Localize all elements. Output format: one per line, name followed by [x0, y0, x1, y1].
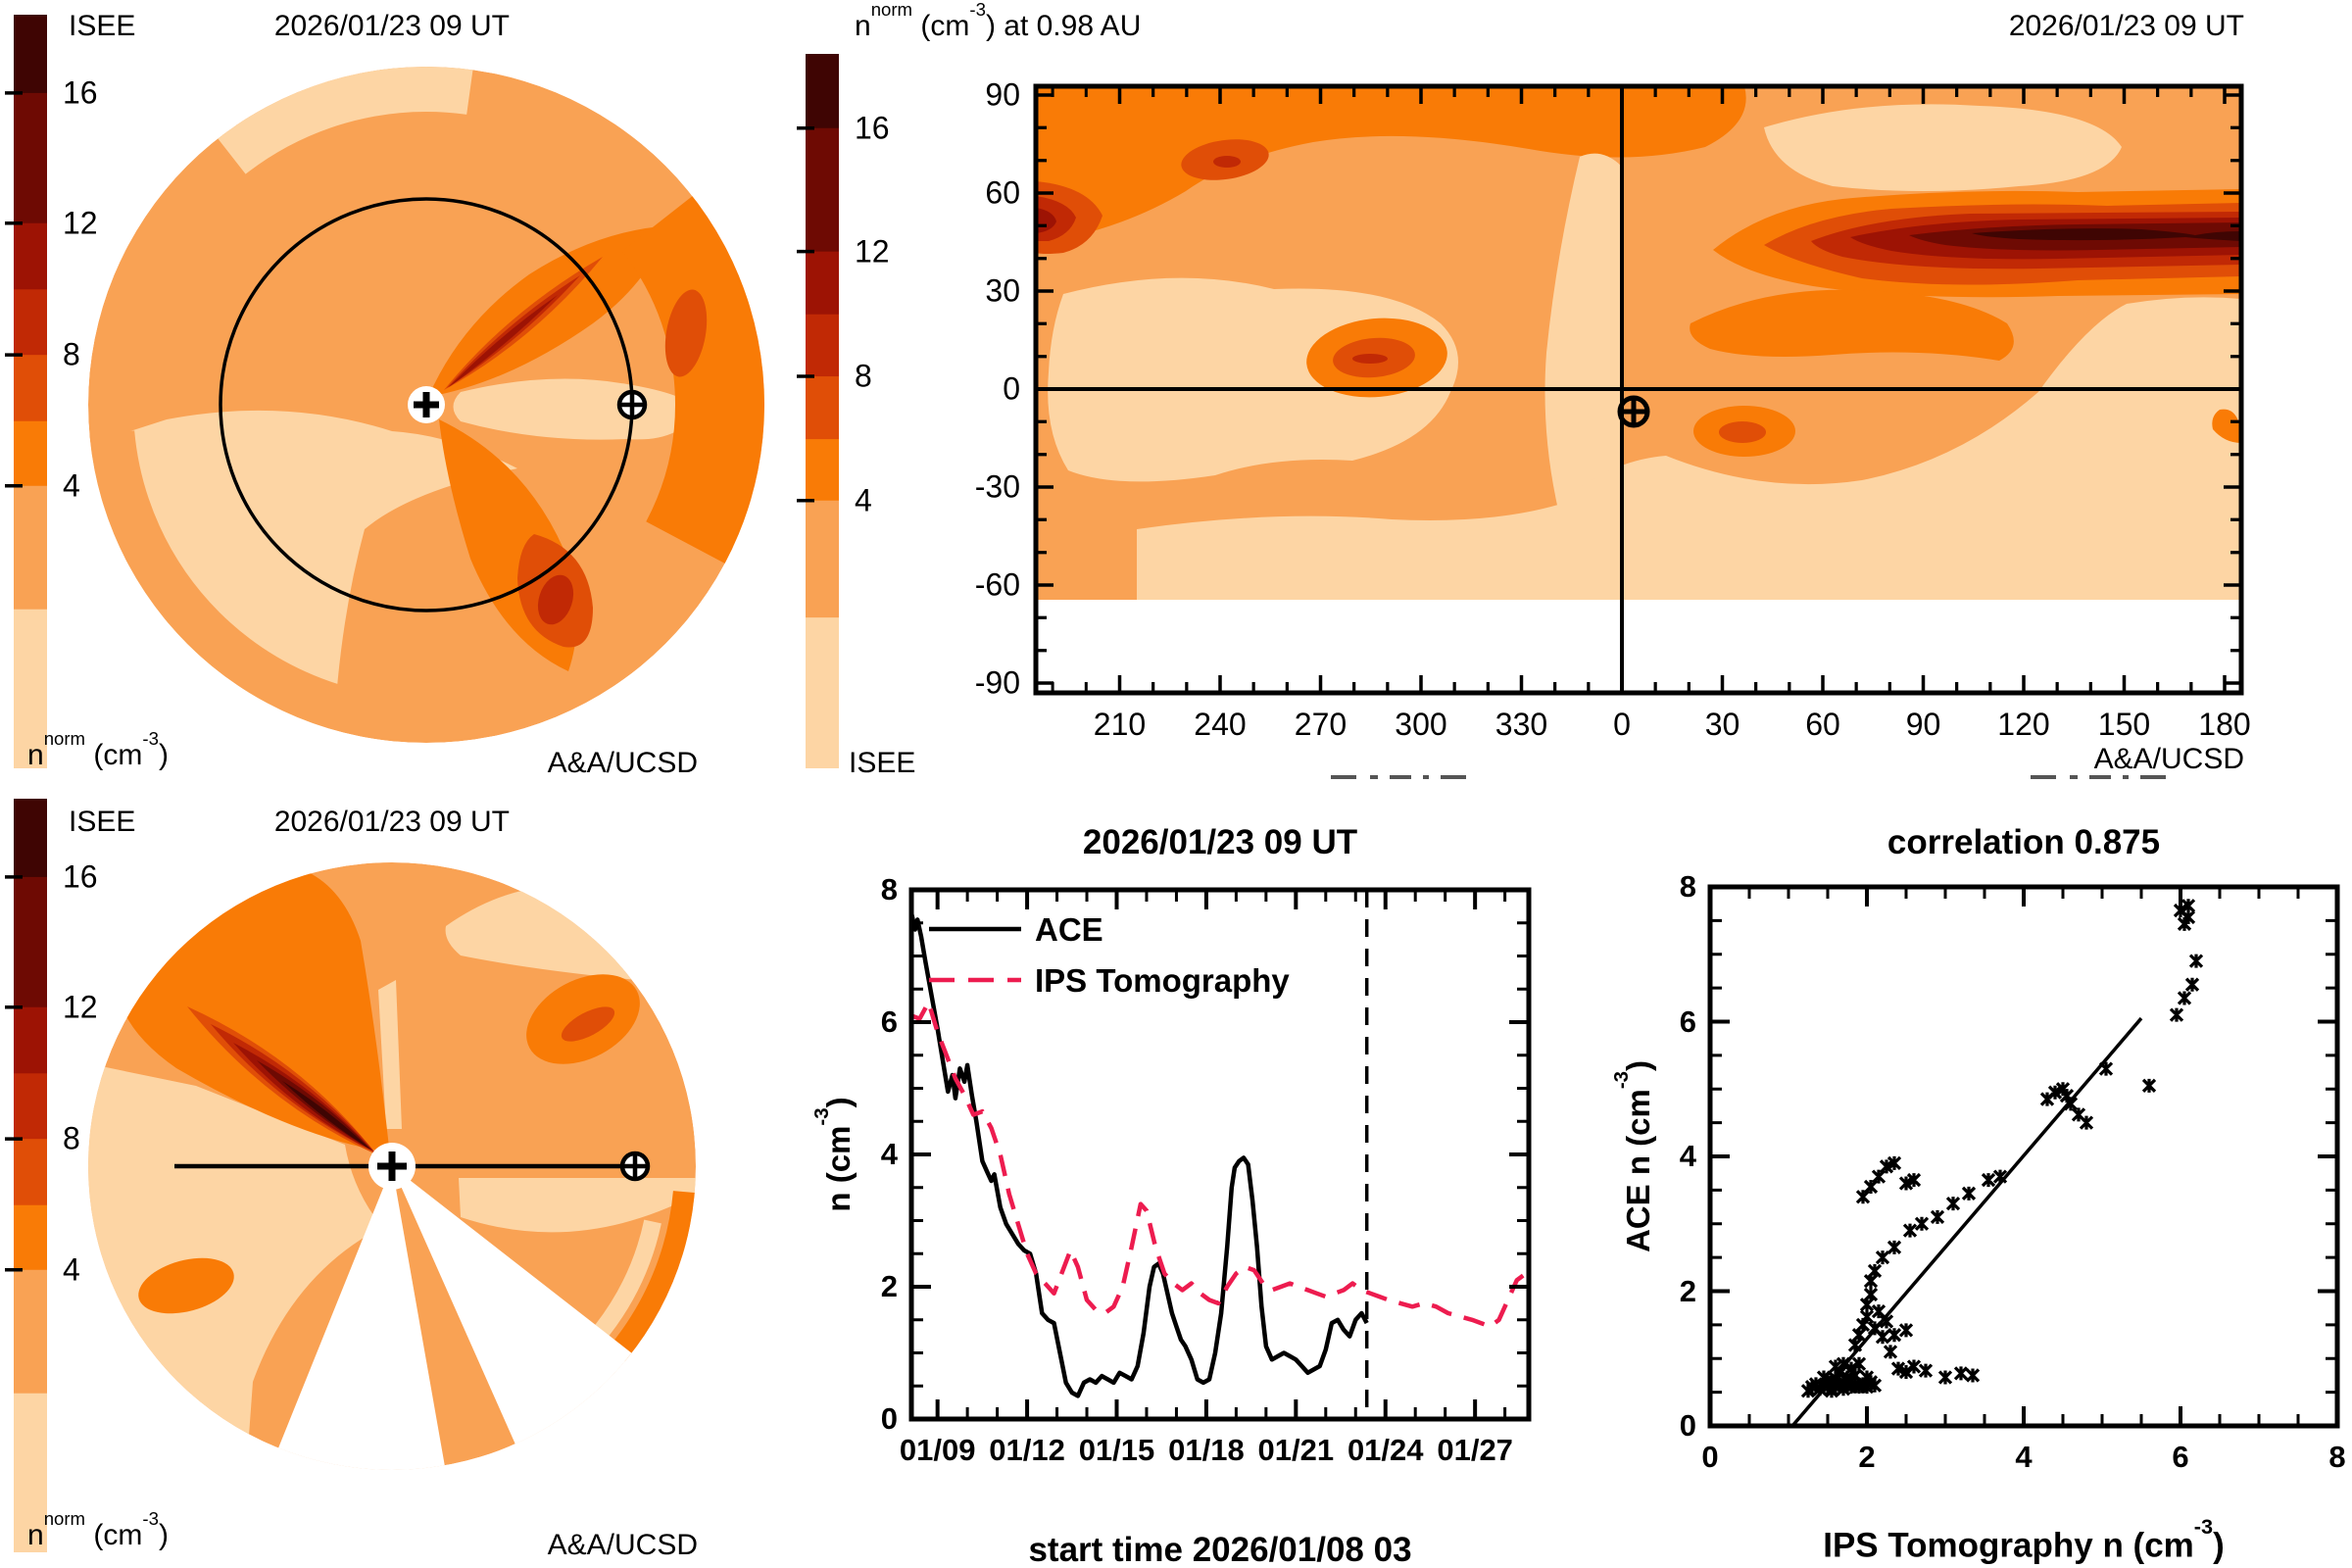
colorbar-band [14, 1139, 47, 1206]
no-data-wedge [268, 1166, 450, 1470]
colorbar-meridional [5, 799, 47, 1552]
no-data-region [1036, 600, 2241, 693]
colorbar-band [14, 1393, 47, 1552]
colorbar-ecliptic [5, 15, 47, 768]
scatter-plot [1707, 884, 2340, 1429]
earth-marker-skymap [1617, 395, 1650, 428]
skymap-contour-plot [1033, 83, 2244, 779]
skymap-axis-ticks [1038, 88, 2239, 691]
earth-marker-meridional [619, 1151, 651, 1182]
colorbar-band [14, 1204, 47, 1271]
colorbar-band [14, 485, 47, 611]
colorbar-band [14, 222, 47, 291]
scatter-frame [1707, 884, 2340, 1429]
skymap-frame [1033, 83, 2244, 696]
sun-marker-meridional [368, 1143, 416, 1190]
colorbar-band [806, 251, 839, 316]
fit-line [1790, 1016, 2143, 1428]
colorbar-band [14, 289, 47, 357]
colorbar-band [806, 127, 839, 253]
crosshair-lines [1036, 86, 2241, 693]
colorbar-band [14, 1269, 47, 1395]
scatter-points [1800, 899, 2204, 1398]
timeseries-plot [908, 887, 1532, 1422]
colorbar-band [14, 15, 47, 94]
series-ips-tomography [910, 1000, 1528, 1329]
colorbar-band [14, 1073, 47, 1141]
ecliptic-contour-plot [88, 67, 764, 743]
colorbar-band [806, 376, 839, 441]
scatter-axis-ticks [1708, 885, 2339, 1428]
colorbar-band [806, 617, 839, 768]
colorbar-band [14, 355, 47, 422]
colorbar-band [14, 92, 47, 224]
colorbar-band [14, 876, 47, 1008]
series-ace [908, 912, 1369, 1398]
colorbar-band [806, 439, 839, 502]
colorbar-band [14, 799, 47, 878]
colorbar-band [806, 54, 839, 129]
sun-marker [408, 386, 445, 423]
timeseries-frame [908, 887, 1532, 1422]
colorbar-band [806, 314, 839, 378]
colorbar-band [806, 500, 839, 619]
colorbar-band [14, 420, 47, 487]
colorbar-skymap [797, 54, 839, 768]
colorbar-band [14, 1006, 47, 1075]
earth-marker [616, 389, 648, 420]
timeseries-axis-ticks [913, 888, 1527, 1421]
colorbar-band [14, 609, 47, 768]
meridional-contour-plot [88, 862, 696, 1470]
no-data-wedge [392, 1166, 655, 1470]
